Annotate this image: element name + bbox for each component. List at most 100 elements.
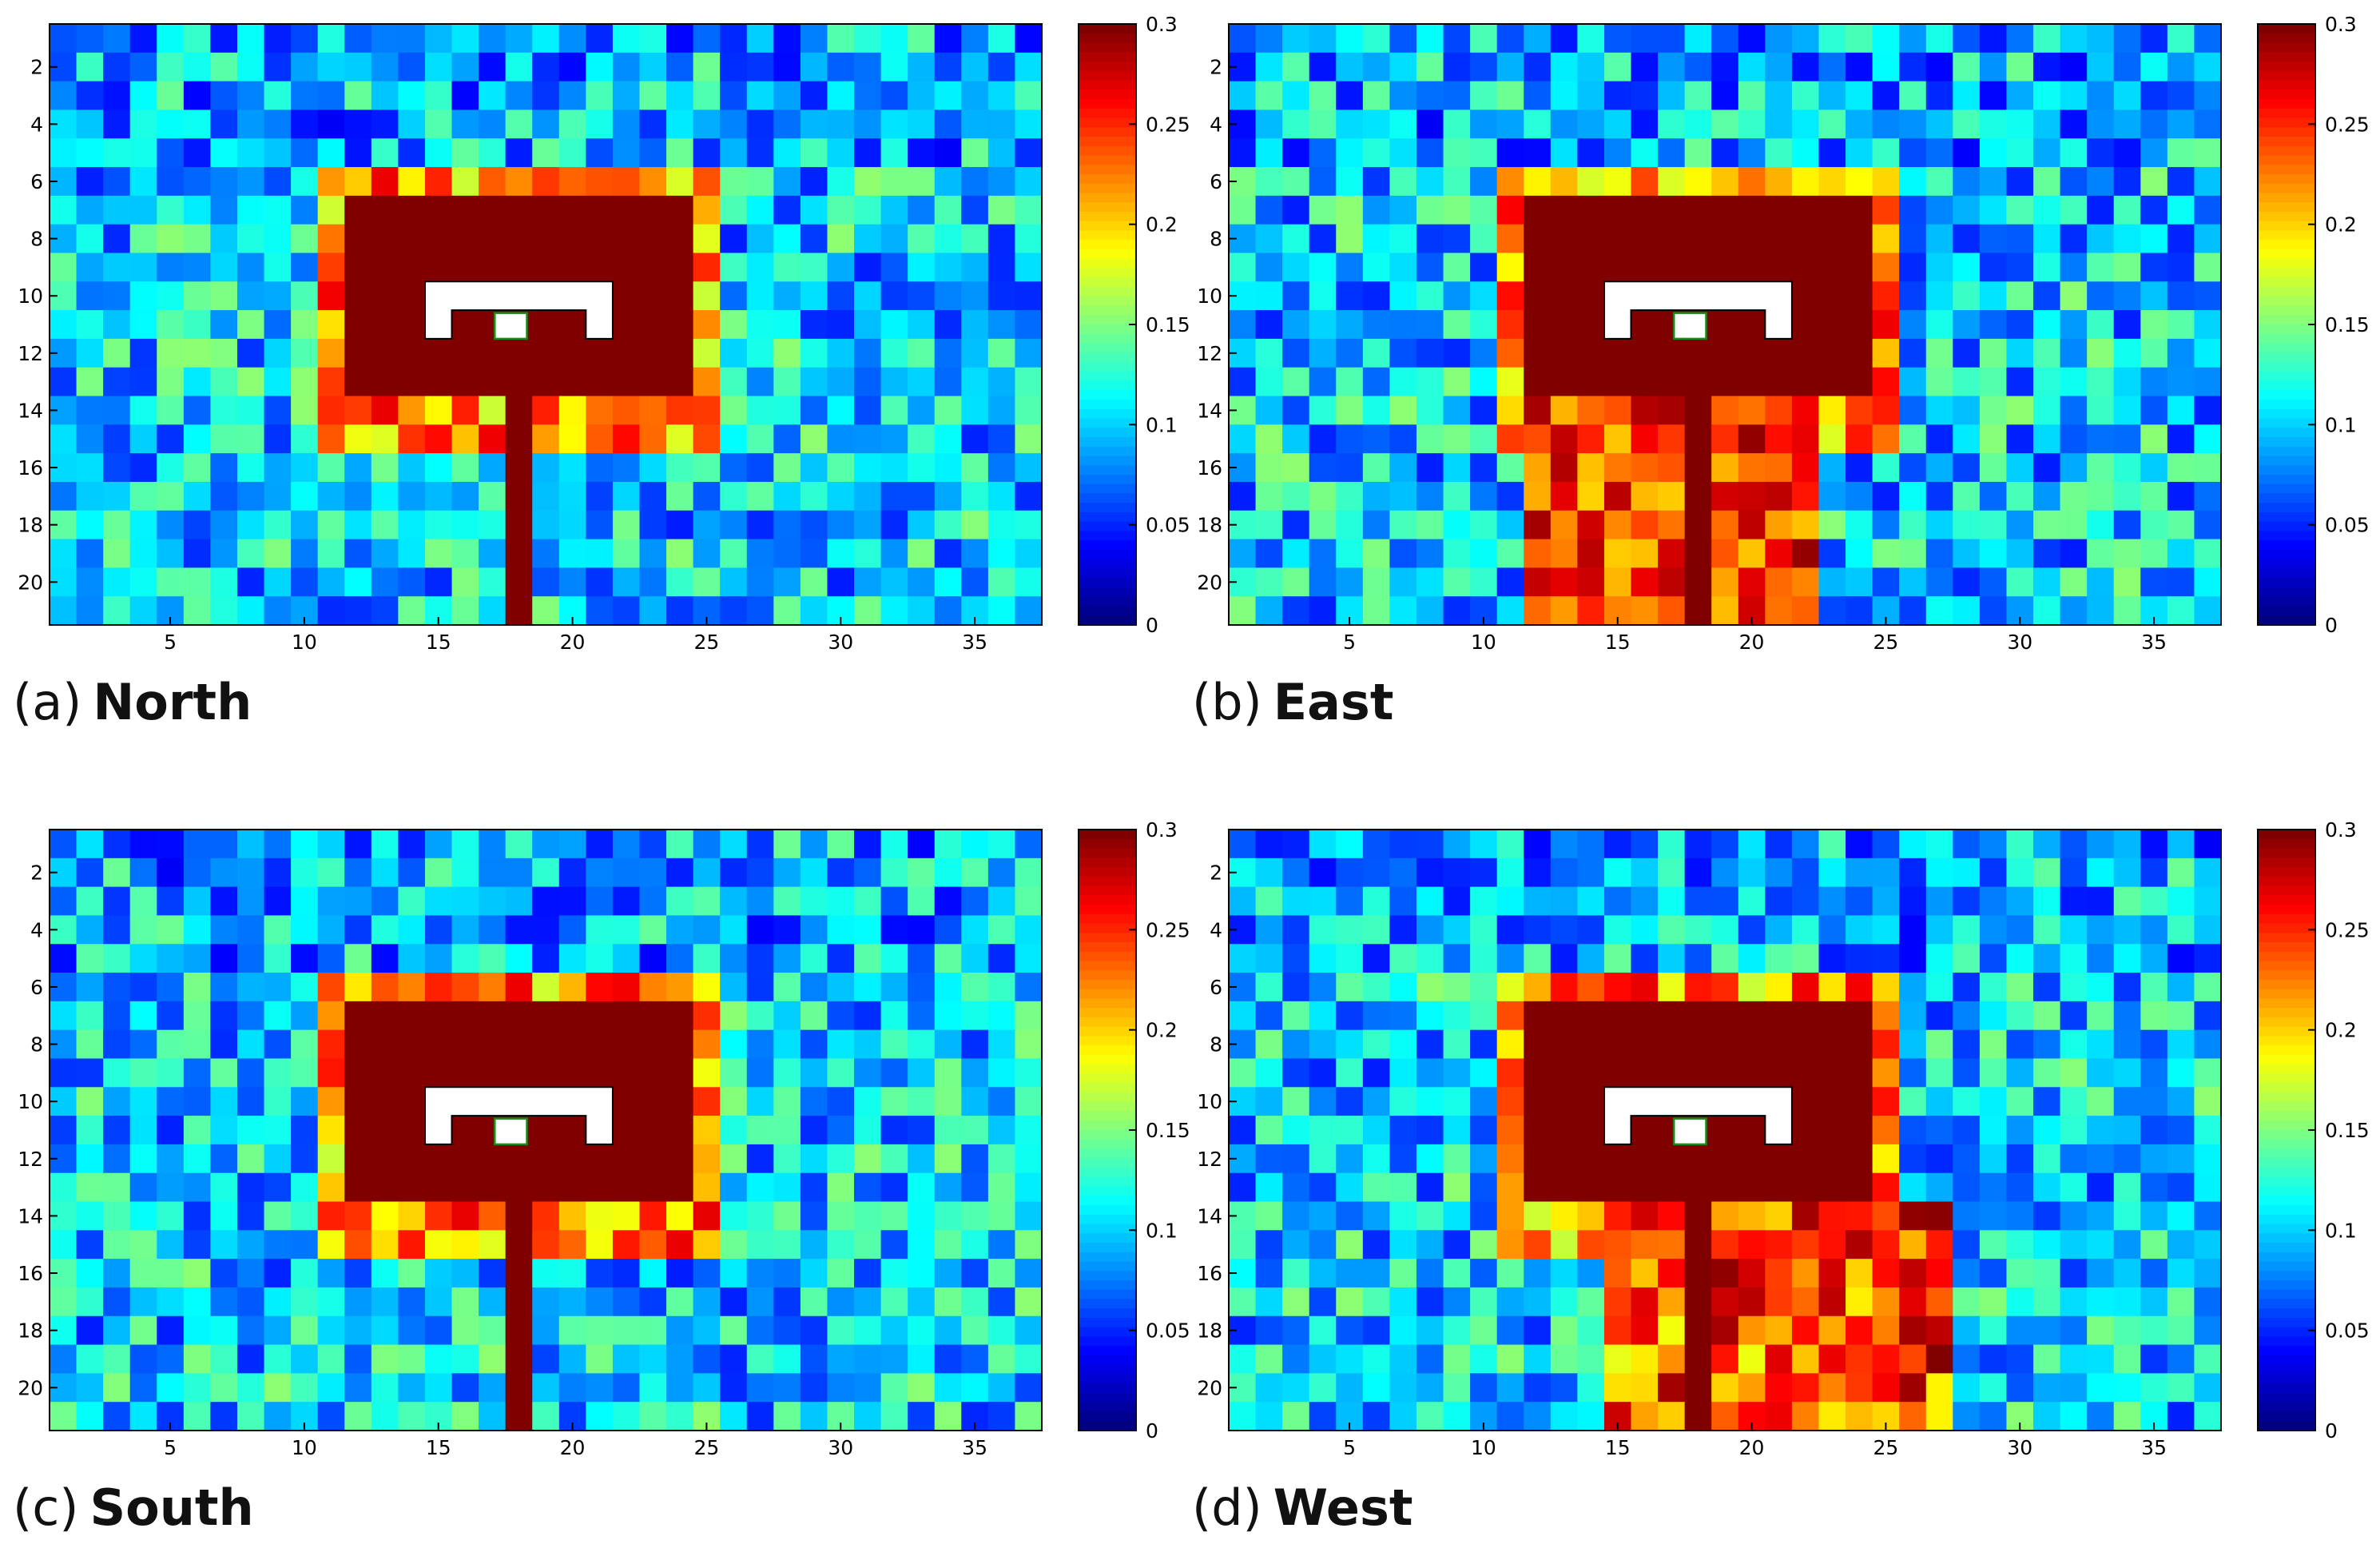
heatmap-cell xyxy=(720,973,748,1002)
heatmap-cell xyxy=(854,973,882,1002)
heatmap-cell xyxy=(129,915,157,945)
heatmap-cell xyxy=(1416,886,1444,917)
heatmap-cell xyxy=(1550,1058,1578,1088)
heatmap-cell xyxy=(2033,109,2061,139)
heatmap-cell xyxy=(1470,510,1498,540)
heatmap-cell xyxy=(1309,886,1337,917)
heatmap-cell xyxy=(1658,1144,1686,1174)
heatmap-cell xyxy=(880,195,908,225)
heatmap-cell xyxy=(961,1201,989,1231)
heatmap-cell xyxy=(424,224,453,254)
heatmap-cell xyxy=(210,167,238,197)
heatmap-cell xyxy=(76,858,104,888)
heatmap-cell xyxy=(183,1344,212,1374)
heatmap-cell xyxy=(1658,944,1686,973)
heatmap-cell xyxy=(1738,138,1766,168)
heatmap-cell xyxy=(505,1344,533,1374)
heatmap-cell xyxy=(103,281,131,311)
heatmap-cell xyxy=(103,1116,131,1145)
heatmap-cell xyxy=(1443,944,1471,973)
heatmap-cell xyxy=(639,367,667,397)
heatmap-cell xyxy=(1362,396,1391,425)
heatmap-cell xyxy=(50,367,77,397)
heatmap-cell xyxy=(773,1259,801,1288)
colorbar-step xyxy=(2258,1168,2315,1178)
heatmap-cell xyxy=(934,52,962,82)
heatmap-cell xyxy=(800,338,828,368)
heatmap-cell xyxy=(1229,195,1257,225)
heatmap-cell xyxy=(827,167,855,197)
heatmap-cell xyxy=(1336,453,1364,483)
heatmap-cell xyxy=(1550,886,1578,917)
heatmap-cell xyxy=(1925,1287,1953,1317)
heatmap-cell xyxy=(1577,1001,1605,1031)
heatmap-cell xyxy=(2060,338,2088,368)
heatmap-cell xyxy=(1524,1402,1552,1431)
heatmap-cell xyxy=(1818,830,1846,859)
heatmap-cell xyxy=(264,167,292,197)
heatmap-cell xyxy=(1603,1144,1632,1174)
colorbar-step xyxy=(2258,183,2315,194)
heatmap-cell xyxy=(854,830,882,859)
heatmap-cell xyxy=(291,539,319,568)
colorbar-step xyxy=(1079,42,1136,54)
heatmap-cell xyxy=(800,367,828,397)
heatmap-cell xyxy=(586,944,614,973)
heatmap-cell xyxy=(129,1315,157,1346)
colorbar-step xyxy=(1079,1083,1136,1093)
heatmap-cell xyxy=(1603,1230,1632,1260)
heatmap-cell xyxy=(1550,944,1578,973)
heatmap-cell xyxy=(50,1116,77,1145)
heatmap-cell xyxy=(264,1373,292,1403)
heatmap-cell xyxy=(961,1001,989,1031)
heatmap-cell xyxy=(586,24,614,54)
heatmap-cell xyxy=(2033,1344,2061,1374)
heatmap-cell xyxy=(1577,567,1605,597)
heatmap-cell xyxy=(746,1259,774,1288)
caption-west: (d) West xyxy=(1192,1478,1413,1537)
heatmap-cell xyxy=(1336,1001,1364,1031)
heatmap-cell xyxy=(183,224,212,254)
heatmap-cell xyxy=(1711,1001,1739,1031)
heatmap-cell xyxy=(344,1402,372,1431)
heatmap-cell xyxy=(1711,109,1739,139)
heatmap-cell xyxy=(1765,81,1793,111)
heatmap-cell xyxy=(532,1373,560,1403)
heatmap-cell xyxy=(1953,915,1981,945)
heatmap-cell xyxy=(1818,253,1846,282)
colorbar-step xyxy=(2258,315,2315,325)
heatmap-cell xyxy=(2060,167,2088,197)
heatmap-cell xyxy=(558,1230,586,1260)
heatmap-cell xyxy=(479,453,507,483)
x-tick-label: 5 xyxy=(164,631,177,654)
heatmap-cell xyxy=(2194,281,2222,311)
heatmap-cell xyxy=(2167,1087,2195,1116)
heatmap-cell xyxy=(76,167,104,197)
heatmap-cell xyxy=(2006,24,2034,54)
heatmap-cell xyxy=(612,167,641,197)
heatmap-cell xyxy=(1899,453,1927,483)
heatmap-cell xyxy=(1416,1315,1444,1346)
heatmap-cell xyxy=(1524,424,1552,454)
heatmap-cell xyxy=(2194,915,2222,945)
heatmap-cell xyxy=(1846,1315,1873,1346)
heatmap-cell xyxy=(773,1029,801,1060)
heatmap-cell xyxy=(398,224,426,254)
heatmap-cell xyxy=(800,1287,828,1317)
heatmap-cell xyxy=(827,858,855,888)
heatmap-cell xyxy=(344,1029,372,1060)
heatmap-cell xyxy=(800,567,828,597)
y-tick-label: 20 xyxy=(1197,1376,1222,1399)
heatmap-cell xyxy=(987,858,1016,888)
heatmap-cell xyxy=(720,915,748,945)
colorbar-tick-label: 0.25 xyxy=(1146,113,1190,136)
heatmap-cell xyxy=(451,915,479,945)
heatmap-cell xyxy=(934,1172,962,1203)
heatmap-cell xyxy=(746,510,774,540)
heatmap-cell xyxy=(2087,195,2115,225)
heatmap-cell xyxy=(586,109,614,139)
heatmap-cell xyxy=(934,858,962,888)
heatmap-cell xyxy=(746,944,774,973)
heatmap-cell xyxy=(1550,167,1578,197)
heatmap-cell xyxy=(1791,253,1820,282)
